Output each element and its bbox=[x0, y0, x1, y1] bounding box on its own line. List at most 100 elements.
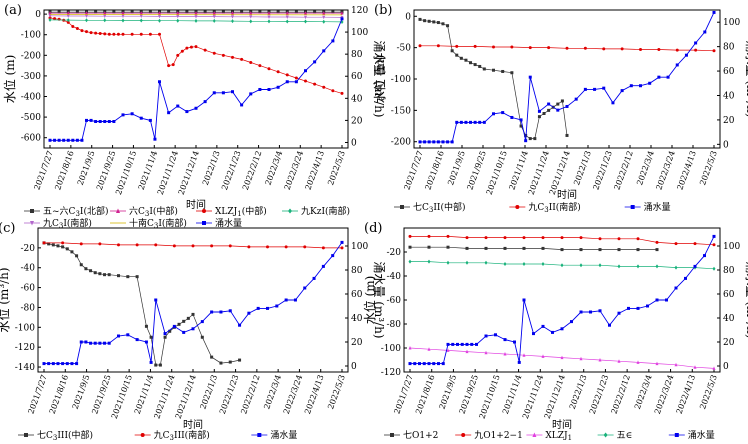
data-point bbox=[484, 236, 488, 240]
data-point bbox=[608, 323, 611, 327]
data-point bbox=[57, 138, 61, 142]
data-point bbox=[221, 91, 225, 95]
right-tick-label: 40 bbox=[723, 91, 735, 101]
right-tick-label: 0 bbox=[351, 362, 357, 372]
right-tick-label: 80 bbox=[351, 266, 363, 276]
left-tick-label: -60 bbox=[387, 296, 402, 306]
data-point bbox=[139, 11, 143, 15]
data-point bbox=[547, 108, 551, 112]
data-point bbox=[322, 11, 326, 15]
data-point bbox=[303, 286, 307, 290]
data-point bbox=[266, 245, 269, 249]
data-point bbox=[465, 236, 469, 240]
data-point bbox=[94, 10, 98, 14]
data-point bbox=[484, 334, 488, 338]
data-point bbox=[53, 17, 57, 21]
data-point bbox=[284, 245, 288, 249]
data-point bbox=[139, 18, 143, 23]
x-tick-label: 2021/9/5 bbox=[438, 374, 459, 411]
right-tick-label: 60 bbox=[351, 72, 363, 82]
data-point bbox=[583, 87, 587, 91]
left-tick-label: -150 bbox=[391, 106, 411, 116]
data-point bbox=[89, 118, 93, 122]
data-point bbox=[665, 298, 668, 302]
data-point bbox=[331, 10, 335, 14]
legend-label: 涌水量 bbox=[644, 201, 671, 213]
data-point bbox=[413, 362, 417, 366]
y-axis-title-left: 水位 (m) bbox=[372, 55, 387, 104]
data-point bbox=[135, 243, 139, 247]
x-tick-label: 2022/3/4 bbox=[262, 374, 283, 411]
data-point bbox=[210, 244, 214, 248]
data-point bbox=[522, 262, 526, 266]
data-point bbox=[655, 248, 659, 252]
legend-swatch-marker bbox=[674, 433, 679, 437]
data-point bbox=[542, 112, 546, 115]
data-point bbox=[473, 63, 477, 67]
data-point bbox=[528, 75, 532, 79]
legend-label: 七C3​III(中部) bbox=[37, 429, 93, 442]
x-tick-label: 2021/11/24 bbox=[156, 150, 180, 196]
data-point bbox=[551, 330, 554, 334]
panel-label: (a) bbox=[4, 3, 22, 18]
data-point bbox=[547, 46, 551, 50]
data-point bbox=[712, 49, 716, 53]
data-point bbox=[117, 334, 120, 338]
data-point bbox=[427, 234, 431, 238]
data-point bbox=[186, 316, 190, 320]
data-point bbox=[267, 15, 271, 20]
data-point bbox=[541, 324, 545, 328]
data-point bbox=[541, 236, 545, 240]
data-point bbox=[340, 240, 344, 244]
data-point bbox=[408, 259, 412, 264]
data-point bbox=[321, 264, 325, 268]
data-point bbox=[560, 355, 564, 360]
data-point bbox=[503, 338, 507, 342]
data-point bbox=[598, 309, 602, 313]
data-point bbox=[267, 19, 271, 24]
x-tick-label: 2022/1/23 bbox=[591, 150, 613, 192]
data-point bbox=[112, 120, 116, 124]
data-point bbox=[285, 80, 289, 84]
data-point bbox=[455, 53, 459, 57]
legend-swatch-marker bbox=[257, 433, 262, 437]
data-point bbox=[655, 361, 659, 366]
data-point bbox=[427, 259, 431, 264]
data-point bbox=[437, 362, 440, 366]
legend-label: 九C3​III(南部) bbox=[154, 429, 210, 442]
data-point bbox=[51, 243, 55, 247]
data-point bbox=[470, 342, 474, 346]
data-point bbox=[446, 342, 450, 346]
data-point bbox=[693, 365, 697, 369]
data-point bbox=[116, 32, 120, 36]
data-point bbox=[189, 45, 193, 49]
x-tick-label: 2022/1/23 bbox=[588, 374, 610, 416]
data-point bbox=[446, 245, 450, 249]
data-point bbox=[163, 332, 167, 336]
data-point bbox=[47, 242, 51, 246]
data-point bbox=[464, 58, 468, 62]
data-point bbox=[139, 32, 143, 36]
data-point bbox=[473, 44, 477, 48]
data-point bbox=[266, 306, 269, 310]
data-point bbox=[331, 254, 335, 258]
data-point bbox=[219, 310, 223, 314]
data-point bbox=[304, 69, 307, 73]
data-point bbox=[172, 244, 176, 248]
data-point bbox=[121, 32, 125, 36]
data-point bbox=[249, 92, 253, 96]
data-point bbox=[503, 352, 507, 356]
data-point bbox=[148, 32, 152, 36]
data-point bbox=[583, 46, 587, 50]
data-point bbox=[501, 69, 505, 73]
data-point bbox=[238, 323, 242, 327]
data-point bbox=[408, 346, 412, 350]
data-point bbox=[48, 16, 52, 20]
data-point bbox=[598, 263, 602, 268]
data-point bbox=[589, 310, 592, 314]
right-tick-label: 120 bbox=[351, 6, 368, 16]
data-point bbox=[56, 244, 60, 248]
x-tick-label: 2022/5/3 bbox=[698, 150, 719, 187]
data-point bbox=[61, 362, 65, 366]
data-point bbox=[144, 324, 148, 328]
